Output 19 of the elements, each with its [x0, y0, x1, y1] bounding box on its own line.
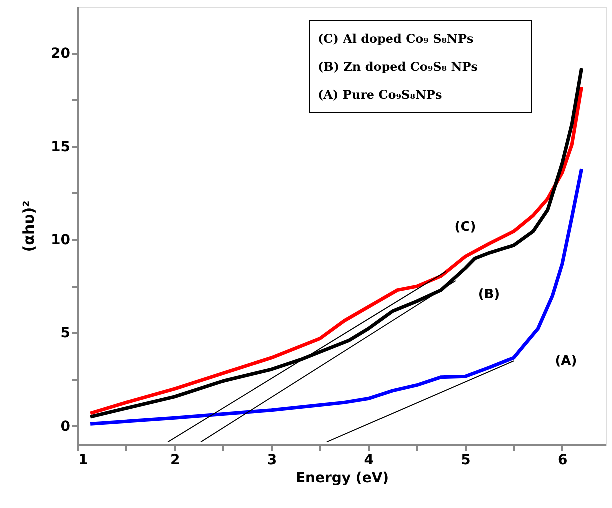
- y-axis-title: (αhυ)²: [20, 200, 38, 252]
- annotation: (B) Zn doped Co₉S₈ NPs: [318, 60, 478, 74]
- x-tick-label: 3: [267, 452, 278, 468]
- y-tick-label: 20: [51, 46, 71, 62]
- x-tick-label: 6: [558, 452, 568, 468]
- y-tick-label: 5: [60, 326, 70, 342]
- y-tick-label: 15: [51, 139, 70, 156]
- y-tick-label: 10: [51, 232, 71, 248]
- x-tick-label: 1: [78, 452, 88, 468]
- annotation: (B): [478, 288, 500, 303]
- annotation: (C) Al doped Co₉ S₈NPs: [318, 32, 474, 46]
- x-tick-label: 4: [364, 452, 374, 468]
- x-tick-label: 2: [170, 452, 180, 468]
- annotation: (A): [555, 354, 578, 369]
- x-axis-title: Energy (eV): [296, 470, 390, 486]
- annotation: (C): [454, 220, 476, 235]
- y-tick-label: 0: [60, 418, 71, 435]
- annotation: (A) Pure Co₉S₈NPs: [318, 88, 442, 102]
- x-tick-label: 5: [461, 452, 471, 468]
